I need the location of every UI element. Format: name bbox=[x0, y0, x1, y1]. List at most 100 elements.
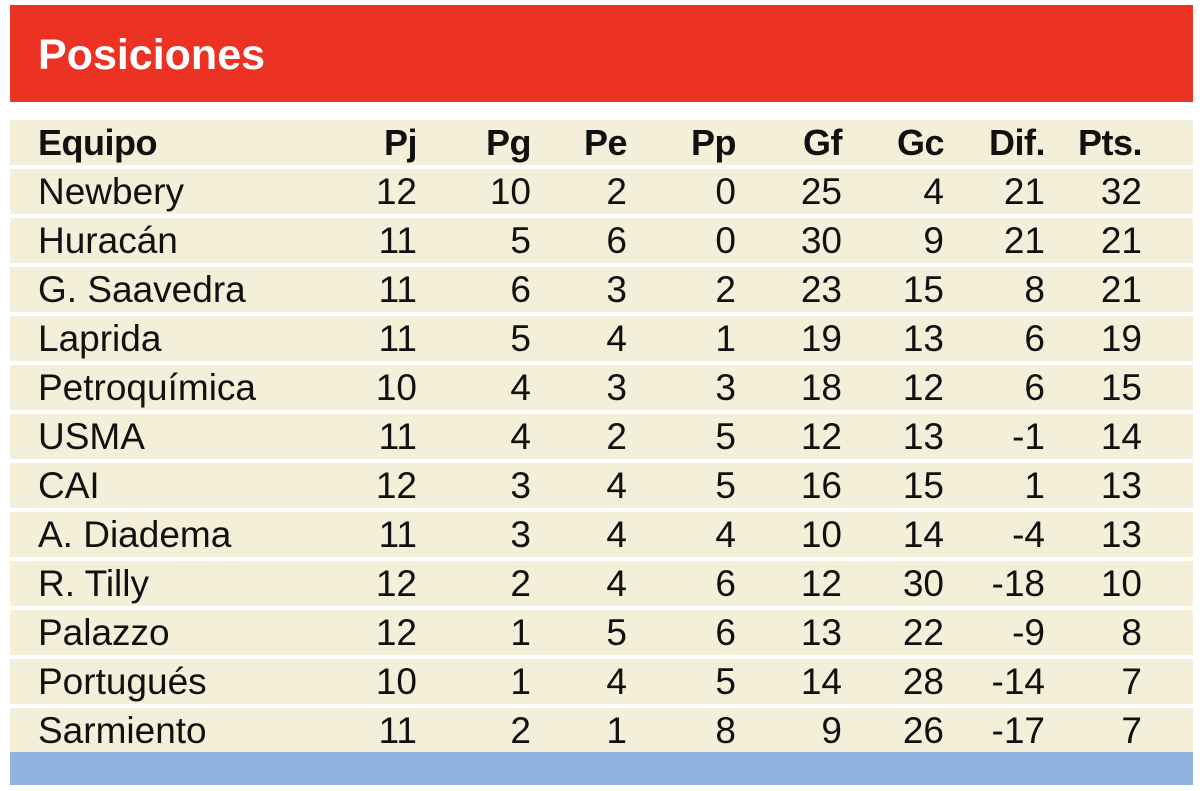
cell-team: Sarmiento bbox=[38, 710, 207, 751]
table-row: A. Diadema 11 3 4 4 10 14 -4 13 bbox=[10, 512, 1193, 557]
cell-dif: 6 bbox=[1024, 318, 1045, 359]
cell-pts: 32 bbox=[1100, 171, 1142, 212]
cell-pts: 21 bbox=[1100, 269, 1142, 310]
cell-pg: 1 bbox=[510, 612, 531, 653]
cell-gf: 9 bbox=[821, 710, 842, 751]
table-row: CAI 12 3 4 5 16 15 1 13 bbox=[10, 463, 1193, 508]
cell-dif: 6 bbox=[1024, 367, 1045, 408]
table-row: Portugués 10 1 4 5 14 28 -14 7 bbox=[10, 659, 1193, 704]
cell-pj: 11 bbox=[378, 220, 417, 261]
table-header-row: Equipo Pj Pg Pe Pp Gf Gc Dif. Pts. bbox=[10, 120, 1193, 165]
cell-team: Palazzo bbox=[38, 612, 170, 653]
cell-pg: 2 bbox=[510, 563, 531, 604]
cell-pe: 4 bbox=[606, 318, 627, 359]
cell-pts: 10 bbox=[1100, 563, 1142, 604]
cell-pg: 1 bbox=[510, 661, 531, 702]
cell-team: Newbery bbox=[38, 171, 184, 212]
cell-pp: 8 bbox=[715, 710, 736, 751]
cell-pg: 4 bbox=[510, 367, 531, 408]
table-row: R. Tilly 12 2 4 6 12 30 -18 10 bbox=[10, 561, 1193, 606]
cell-team: USMA bbox=[38, 416, 145, 457]
cell-pe: 4 bbox=[606, 563, 627, 604]
header-pp: Pp bbox=[690, 122, 737, 163]
cell-pg: 4 bbox=[510, 416, 531, 457]
table-row: Huracán 11 5 6 0 30 9 21 21 bbox=[10, 218, 1193, 263]
cell-gc: 15 bbox=[902, 269, 944, 310]
cell-gc: 28 bbox=[902, 661, 944, 702]
cell-pj: 12 bbox=[375, 612, 417, 653]
cell-pts: 19 bbox=[1100, 318, 1142, 359]
table-row: Palazzo 12 1 5 6 13 22 -9 8 bbox=[10, 610, 1193, 655]
table-row: Newbery 12 10 2 0 25 4 21 32 bbox=[10, 169, 1193, 214]
cell-pg: 5 bbox=[510, 318, 531, 359]
cell-gc: 30 bbox=[902, 563, 944, 604]
header-dif: Dif. bbox=[989, 122, 1046, 163]
cell-dif: -14 bbox=[991, 661, 1045, 702]
cell-pj: 10 bbox=[375, 367, 417, 408]
cell-dif: -9 bbox=[1012, 612, 1045, 653]
cell-team: Huracán bbox=[38, 220, 178, 261]
cell-gc: 14 bbox=[902, 514, 944, 555]
cell-pts: 14 bbox=[1100, 416, 1142, 457]
cell-dif: 8 bbox=[1024, 269, 1045, 310]
cell-pp: 5 bbox=[715, 465, 736, 506]
cell-gf: 25 bbox=[800, 171, 842, 212]
cell-pj: 12 bbox=[375, 171, 417, 212]
header-pts: Pts. bbox=[1077, 122, 1143, 163]
cell-gf: 16 bbox=[800, 465, 842, 506]
cell-pj: 11 bbox=[378, 514, 417, 555]
cell-pts: 21 bbox=[1100, 220, 1142, 261]
cell-gc: 4 bbox=[923, 171, 944, 212]
cell-gc: 13 bbox=[902, 318, 944, 359]
table-row: USMA 11 4 2 5 12 13 -1 14 bbox=[10, 414, 1193, 459]
cell-pp: 5 bbox=[715, 416, 736, 457]
cell-team: Laprida bbox=[38, 318, 162, 359]
cell-gc: 12 bbox=[902, 367, 944, 408]
cell-dif: -1 bbox=[1012, 416, 1045, 457]
cell-gf: 19 bbox=[800, 318, 842, 359]
cell-dif: -4 bbox=[1012, 514, 1045, 555]
cell-team: G. Saavedra bbox=[38, 269, 246, 310]
cell-dif: -18 bbox=[991, 563, 1045, 604]
cell-gf: 30 bbox=[800, 220, 842, 261]
cell-pj: 11 bbox=[378, 269, 417, 310]
cell-pg: 3 bbox=[510, 465, 531, 506]
cell-gf: 14 bbox=[800, 661, 842, 702]
cell-pj: 11 bbox=[378, 710, 417, 751]
cell-pp: 1 bbox=[715, 318, 736, 359]
cell-pp: 0 bbox=[715, 220, 736, 261]
cell-team: A. Diadema bbox=[38, 514, 232, 555]
cell-team: Petroquímica bbox=[38, 367, 256, 408]
cell-gc: 26 bbox=[902, 710, 944, 751]
cell-dif: 1 bbox=[1024, 465, 1045, 506]
cell-pp: 0 bbox=[715, 171, 736, 212]
cell-gc: 22 bbox=[902, 612, 944, 653]
cell-pts: 8 bbox=[1121, 612, 1142, 653]
cell-gf: 23 bbox=[800, 269, 842, 310]
cell-pe: 4 bbox=[606, 661, 627, 702]
cell-dif: -17 bbox=[991, 710, 1045, 751]
cell-team: CAI bbox=[38, 465, 100, 506]
cell-team: R. Tilly bbox=[38, 563, 149, 604]
header-pg: Pg bbox=[485, 122, 532, 163]
cell-pe: 2 bbox=[606, 171, 627, 212]
cell-pp: 2 bbox=[715, 269, 736, 310]
cell-gf: 12 bbox=[800, 416, 842, 457]
cell-pe: 4 bbox=[606, 465, 627, 506]
cell-pj: 12 bbox=[375, 465, 417, 506]
page-title: Posiciones bbox=[38, 31, 266, 79]
standings-table: Equipo Pj Pg Pe Pp Gf Gc Dif. Pts. Newbe… bbox=[10, 120, 1193, 757]
cell-pg: 6 bbox=[510, 269, 531, 310]
cell-pp: 6 bbox=[715, 563, 736, 604]
cell-gf: 12 bbox=[800, 563, 842, 604]
cell-dif: 21 bbox=[1003, 171, 1045, 212]
cell-pj: 12 bbox=[375, 563, 417, 604]
cell-dif: 21 bbox=[1003, 220, 1045, 261]
cell-gc: 15 bbox=[902, 465, 944, 506]
cell-pts: 7 bbox=[1121, 661, 1142, 702]
cell-pts: 13 bbox=[1100, 465, 1142, 506]
table-row: Petroquímica 10 4 3 3 18 12 6 15 bbox=[10, 365, 1193, 410]
cell-pj: 11 bbox=[378, 318, 417, 359]
cell-pe: 3 bbox=[606, 269, 627, 310]
cell-pe: 2 bbox=[606, 416, 627, 457]
